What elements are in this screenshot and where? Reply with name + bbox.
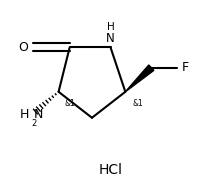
Text: H: H — [107, 22, 114, 32]
Polygon shape — [125, 65, 154, 92]
Text: H: H — [19, 108, 29, 121]
Text: N: N — [33, 108, 43, 121]
Text: N: N — [106, 32, 115, 45]
Text: &1: &1 — [133, 99, 143, 108]
Text: O: O — [18, 41, 28, 54]
Text: HCl: HCl — [99, 163, 122, 177]
Text: F: F — [182, 61, 189, 74]
Text: &1: &1 — [64, 99, 75, 108]
Text: 2: 2 — [32, 119, 37, 128]
